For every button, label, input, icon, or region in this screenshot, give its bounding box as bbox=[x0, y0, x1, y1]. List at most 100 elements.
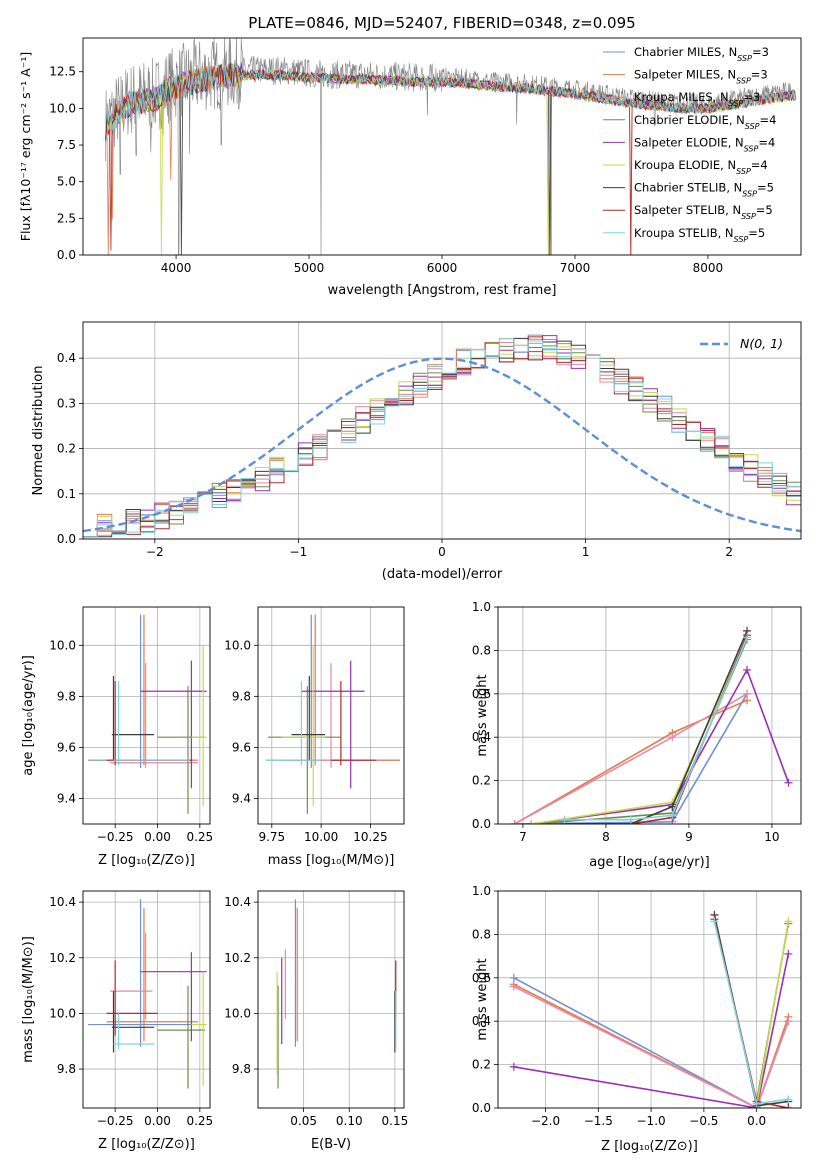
y-tick-label: 2.5 bbox=[57, 211, 76, 225]
panel-age-vs-mass: 9.75 10.00 10.25 9.4 9.6 9.8 10.0 mass [log₁₀(M… bbox=[224, 606, 405, 868]
x-tick-label: 7 bbox=[519, 830, 527, 844]
weight-line bbox=[755, 921, 790, 1106]
y-tick-label: 0.2 bbox=[472, 1058, 491, 1072]
y-axis-label: mass weight bbox=[475, 958, 490, 1040]
weight-marker bbox=[626, 815, 635, 824]
y-tick-label: 0.0 bbox=[472, 1101, 491, 1115]
x-tick-label: 9.75 bbox=[258, 830, 285, 844]
axes-frame bbox=[497, 890, 802, 1109]
weight-marker bbox=[784, 949, 793, 958]
weight-marker bbox=[784, 1104, 793, 1108]
x-tick-label: −2 bbox=[146, 545, 164, 559]
weight-marker bbox=[510, 820, 519, 824]
legend-entry: N(0, 1) bbox=[740, 336, 783, 351]
x-tick-label: −0.25 bbox=[97, 1114, 134, 1128]
axes-frame bbox=[82, 37, 802, 256]
weight-marker bbox=[509, 982, 518, 991]
legend-entry: Kroupa MILES, NSSP=3 bbox=[634, 90, 760, 108]
y-tick-label: 9.4 bbox=[232, 791, 251, 805]
x-tick-label: 0.15 bbox=[382, 1114, 409, 1128]
legend-entry: Salpeter MILES, NSSP=3 bbox=[634, 68, 768, 86]
y-tick-label: 1.0 bbox=[472, 600, 491, 614]
panel-spectrum: 4000 5000 6000 7000 8000 0.0 2.5 5.0 7.5 10.0 12.5… bbox=[18, 37, 802, 298]
y-axis-label: Flux [fλ10⁻¹⁷ erg cm⁻² s⁻¹ A⁻¹] bbox=[18, 52, 33, 241]
weight-marker bbox=[668, 811, 677, 820]
x-tick-label: 10.25 bbox=[353, 830, 387, 844]
y-tick-label: 0.2 bbox=[472, 774, 491, 788]
x-axis-label: Z [log₁₀(Z/Z⊙)] bbox=[601, 1139, 698, 1154]
y-tick-label: 0.8 bbox=[472, 643, 491, 657]
errorbar-point bbox=[106, 960, 158, 1036]
y-tick-label: 0.4 bbox=[57, 351, 76, 365]
weight-line bbox=[531, 667, 790, 824]
x-axis-label: Z [log₁₀(Z/Z⊙)] bbox=[98, 1137, 195, 1152]
x-tick-label: 0.0 bbox=[747, 1114, 766, 1128]
x-tick-label: 0.00 bbox=[144, 830, 171, 844]
errorbar-point bbox=[106, 614, 199, 766]
panel-mass-vs-z: −0.25 0.00 0.25 9.8 10.0 10.2 10.4 Z [log₁₀(Z/Z… bbox=[21, 890, 213, 1152]
weight-marker bbox=[784, 1017, 793, 1026]
y-tick-label: 0.2 bbox=[57, 442, 76, 456]
y-tick-label: 12.5 bbox=[49, 65, 76, 79]
axes-frame bbox=[82, 321, 802, 540]
y-tick-label: 0.0 bbox=[57, 532, 76, 546]
y-axis-label: Normed distribution bbox=[31, 366, 46, 496]
weight-line bbox=[513, 953, 790, 1108]
x-tick-label: −1.5 bbox=[584, 1114, 613, 1128]
legend-entry: Kroupa ELODIE, NSSP=4 bbox=[634, 158, 768, 176]
x-axis-label: (data-model)/error bbox=[382, 567, 503, 582]
y-axis-label: mass [log₁₀(M/M⊙)] bbox=[21, 936, 36, 1063]
x-axis-label: age [log₁₀(age/yr)] bbox=[589, 855, 710, 870]
x-tick-label: 0.25 bbox=[186, 1114, 213, 1128]
x-axis-label: mass [log₁₀(M/M⊙)] bbox=[268, 853, 395, 868]
x-tick-label: 0.05 bbox=[290, 1114, 317, 1128]
errorbar-point bbox=[301, 660, 365, 789]
x-tick-label: 0 bbox=[438, 545, 446, 559]
errorbar-point bbox=[106, 907, 199, 1042]
panel-mass-vs-ebv: 0.05 0.10 0.15 9.8 10.0 10.2 10.4 E(B-V) bbox=[224, 890, 409, 1152]
errorbar-point bbox=[157, 686, 205, 814]
y-tick-label: 5.0 bbox=[57, 175, 76, 189]
y-tick-label: 10.0 bbox=[49, 638, 76, 652]
y-tick-label: 10.0 bbox=[49, 1006, 76, 1020]
x-tick-label: 9 bbox=[685, 830, 693, 844]
axes-frame bbox=[257, 606, 405, 825]
weight-line bbox=[513, 983, 790, 1108]
x-tick-label: 6000 bbox=[427, 261, 458, 275]
errorbar-point bbox=[110, 663, 199, 768]
x-tick-label: 2 bbox=[725, 545, 733, 559]
legend-entry: Salpeter STELIB, NSSP=5 bbox=[634, 203, 773, 221]
errorbar-point bbox=[113, 1013, 155, 1050]
weight-marker bbox=[784, 778, 793, 787]
weight-line bbox=[564, 630, 748, 824]
errorbar-point bbox=[191, 645, 207, 807]
x-tick-label: 8 bbox=[602, 830, 610, 844]
figure-title: PLATE=0846, MJD=52407, FIBERID=0348, z=0… bbox=[248, 14, 635, 32]
y-tick-label: 0.6 bbox=[472, 687, 491, 701]
x-tick-label: 5000 bbox=[294, 261, 325, 275]
y-tick-label: 7.5 bbox=[57, 138, 76, 152]
weight-marker bbox=[527, 820, 536, 824]
errorbar-point bbox=[110, 932, 153, 1019]
y-tick-label: 10.0 bbox=[49, 101, 76, 115]
x-tick-label: −1 bbox=[290, 545, 308, 559]
panel-residuals: −2 −1 0 1 2 0.0 0.1 0.2 0.3 0.4 N(0, 1) (data-model… bbox=[31, 321, 802, 582]
weight-marker bbox=[752, 1099, 761, 1108]
x-axis-label: wavelength [Angstrom, rest frame] bbox=[328, 283, 557, 298]
y-tick-label: 0.4 bbox=[472, 1014, 491, 1028]
x-tick-label: −0.25 bbox=[97, 830, 134, 844]
plot-area-mass-vs-ebv bbox=[276, 899, 397, 1089]
gaussian-curve bbox=[83, 357, 801, 533]
legend-entry: Kroupa STELIB, NSSP=5 bbox=[634, 226, 765, 244]
errorbar-point bbox=[191, 971, 207, 1086]
weight-marker bbox=[743, 689, 752, 698]
y-tick-label: 9.8 bbox=[57, 689, 76, 703]
errorbar-point bbox=[140, 660, 207, 789]
y-tick-label: 0.0 bbox=[472, 817, 491, 831]
weight-marker bbox=[743, 665, 752, 674]
panel-age-vs-z: −0.25 0.00 0.25 9.4 9.6 9.8 10.0 Z [log₁₀(Z/Z⊙)… bbox=[21, 606, 213, 868]
y-tick-label: 0.4 bbox=[472, 730, 491, 744]
y-tick-label: 0.3 bbox=[57, 396, 76, 410]
y-tick-label: 10.2 bbox=[49, 951, 76, 965]
y-axis-label: mass weight bbox=[475, 674, 490, 756]
